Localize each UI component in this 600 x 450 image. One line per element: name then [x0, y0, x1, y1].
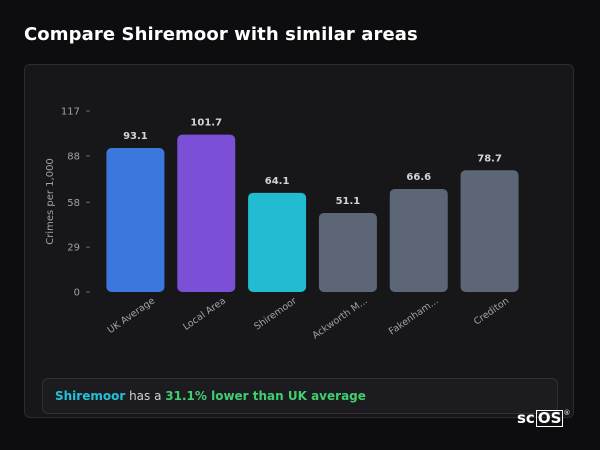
chart-card: Crimes per 1,000 0 29 58 88 117 93.1 UK Average…	[24, 64, 574, 418]
x-tick-label: Crediton	[472, 295, 511, 327]
x-tick-label: UK Average	[106, 295, 158, 336]
summary-connector: has a	[125, 389, 166, 403]
bar	[106, 147, 165, 292]
bar-chart: Crimes per 1,000 0 29 58 88 117 93.1 UK Average…	[45, 107, 519, 341]
bar-value-label: 51.1	[336, 196, 361, 207]
bar	[389, 188, 448, 292]
summary-comparison: 31.1% lower than UK average	[165, 389, 366, 403]
bar-value-label: 66.6	[406, 172, 431, 183]
x-tick-label: Shiremoor	[252, 295, 299, 332]
y-tick-label: 0	[74, 288, 80, 299]
y-tick-label: 58	[67, 198, 80, 209]
y-tick-label: 88	[67, 151, 80, 162]
y-tick-label: 29	[67, 243, 80, 254]
logo-registered-mark: ®	[563, 409, 571, 417]
bar-value-label: 93.1	[123, 131, 148, 142]
bar-value-label: 64.1	[265, 176, 290, 187]
x-tick-label: Fakenham...	[387, 295, 441, 337]
summary-area-name: Shiremoor	[55, 389, 126, 403]
bar	[318, 212, 377, 292]
logo-prefix: sc	[517, 409, 535, 427]
y-axis-title: Crimes per 1,000	[45, 158, 56, 245]
logo-boxed-text: OS	[535, 409, 564, 427]
y-tick-label: 117	[61, 107, 80, 118]
x-tick-label: Ackworth M...	[310, 295, 369, 341]
comparison-summary: Shiremoor has a 31.1% lower than UK aver…	[42, 378, 558, 414]
bar-value-label: 78.7	[477, 153, 502, 164]
page-title: Compare Shiremoor with similar areas	[24, 24, 418, 45]
bar-value-label: 101.7	[190, 118, 222, 129]
scos-logo: sc OS ®	[517, 409, 570, 427]
x-tick-label: Local Area	[181, 295, 228, 332]
bar	[460, 170, 519, 292]
bar	[177, 134, 236, 292]
bar	[248, 192, 307, 292]
